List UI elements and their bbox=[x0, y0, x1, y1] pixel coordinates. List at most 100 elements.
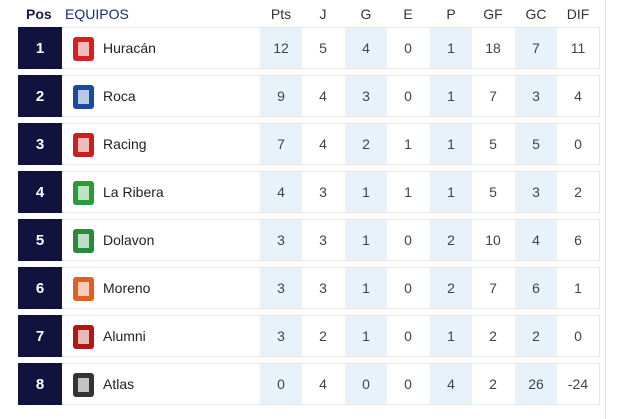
table-row[interactable]: 2 Roca 9 4 3 0 1 7 3 4 bbox=[18, 75, 600, 117]
stat-pts: 7 bbox=[260, 124, 302, 164]
stat-p: 2 bbox=[430, 268, 472, 308]
stat-dif: -24 bbox=[567, 376, 589, 392]
stat-gc: 7 bbox=[515, 28, 557, 68]
stat-p: 1 bbox=[430, 316, 472, 356]
moreno-logo bbox=[70, 276, 97, 302]
stat-p: 1 bbox=[430, 28, 472, 68]
position-badge: 6 bbox=[18, 267, 62, 309]
stat-j: 4 bbox=[319, 136, 327, 152]
position-badge: 1 bbox=[18, 27, 62, 69]
stat-gc: 3 bbox=[515, 172, 557, 212]
dolavon-logo bbox=[70, 228, 97, 254]
scrollbar-track[interactable] bbox=[605, 0, 606, 419]
col-header-j: J bbox=[319, 6, 327, 22]
la-ribera-logo bbox=[70, 180, 97, 206]
team-name[interactable]: Alumni bbox=[103, 328, 146, 344]
col-header-pts: Pts bbox=[270, 6, 292, 22]
atlas-logo bbox=[70, 372, 97, 398]
stat-pts: 12 bbox=[260, 28, 302, 68]
stat-dif: 6 bbox=[574, 232, 582, 248]
stat-pts: 3 bbox=[260, 268, 302, 308]
stat-e: 0 bbox=[404, 40, 412, 56]
position-badge: 5 bbox=[18, 219, 62, 261]
stat-j: 4 bbox=[319, 376, 327, 392]
position-badge: 4 bbox=[18, 171, 62, 213]
stat-g: 1 bbox=[345, 316, 387, 356]
stat-e: 0 bbox=[404, 328, 412, 344]
stat-gf: 2 bbox=[489, 328, 497, 344]
stat-e: 0 bbox=[404, 88, 412, 104]
stat-j: 3 bbox=[319, 232, 327, 248]
stat-gc: 2 bbox=[515, 316, 557, 356]
stat-e: 0 bbox=[404, 280, 412, 296]
stat-pts: 0 bbox=[260, 364, 302, 404]
col-header-dif: DIF bbox=[566, 6, 590, 22]
stat-dif: 1 bbox=[574, 280, 582, 296]
table-row[interactable]: 1 Huracán 12 5 4 0 1 18 7 11 bbox=[18, 27, 600, 69]
stat-dif: 11 bbox=[570, 40, 586, 56]
stat-gf: 7 bbox=[489, 280, 497, 296]
stat-pts: 3 bbox=[260, 220, 302, 260]
stat-j: 5 bbox=[319, 40, 327, 56]
stat-dif: 0 bbox=[574, 136, 582, 152]
stat-g: 3 bbox=[345, 76, 387, 116]
stat-gc: 4 bbox=[515, 220, 557, 260]
position-badge: 3 bbox=[18, 123, 62, 165]
stat-pts: 4 bbox=[260, 172, 302, 212]
racing-logo bbox=[70, 132, 97, 158]
stat-pts: 9 bbox=[260, 76, 302, 116]
stat-e: 1 bbox=[404, 136, 412, 152]
table-row[interactable]: 5 Dolavon 3 3 1 0 2 10 4 6 bbox=[18, 219, 600, 261]
stat-j: 3 bbox=[319, 280, 327, 296]
team-name[interactable]: La Ribera bbox=[103, 184, 164, 200]
stat-gf: 2 bbox=[489, 376, 497, 392]
stat-e: 1 bbox=[404, 184, 412, 200]
team-name[interactable]: Atlas bbox=[103, 376, 135, 392]
roca-logo bbox=[70, 84, 97, 110]
stat-g: 1 bbox=[345, 268, 387, 308]
stat-gc: 6 bbox=[515, 268, 557, 308]
table-header: Pos EQUIPOS Pts J G E P GF GC DIF bbox=[0, 0, 617, 27]
team-name[interactable]: Moreno bbox=[103, 280, 151, 296]
position-badge: 8 bbox=[18, 363, 62, 405]
stat-e: 0 bbox=[404, 376, 412, 392]
position-badge: 7 bbox=[18, 315, 62, 357]
stat-g: 2 bbox=[345, 124, 387, 164]
stat-p: 1 bbox=[430, 172, 472, 212]
stat-gc: 3 bbox=[515, 76, 557, 116]
stat-j: 4 bbox=[319, 88, 327, 104]
stat-g: 1 bbox=[345, 220, 387, 260]
stat-e: 0 bbox=[404, 232, 412, 248]
table-row[interactable]: 7 Alumni 3 2 1 0 1 2 2 0 bbox=[18, 315, 600, 357]
stat-g: 1 bbox=[345, 172, 387, 212]
stat-j: 3 bbox=[319, 184, 327, 200]
stat-g: 4 bbox=[345, 28, 387, 68]
table-row[interactable]: 4 La Ribera 4 3 1 1 1 5 3 2 bbox=[18, 171, 600, 213]
stat-gf: 7 bbox=[489, 88, 497, 104]
stat-gc: 26 bbox=[515, 364, 557, 404]
table-row[interactable]: 8 Atlas 0 4 0 0 4 2 26 -24 bbox=[18, 363, 600, 405]
stat-pts: 3 bbox=[260, 316, 302, 356]
team-name[interactable]: Huracán bbox=[103, 40, 156, 56]
team-header: EQUIPOS bbox=[65, 6, 129, 22]
table-row[interactable]: 6 Moreno 3 3 1 0 2 7 6 1 bbox=[18, 267, 600, 309]
team-name[interactable]: Racing bbox=[103, 136, 147, 152]
stat-dif: 4 bbox=[574, 88, 582, 104]
pos-header: Pos bbox=[26, 6, 52, 22]
col-header-gf: GF bbox=[483, 6, 503, 22]
stat-j: 2 bbox=[319, 328, 327, 344]
huracan-logo bbox=[70, 36, 97, 62]
stat-dif: 2 bbox=[574, 184, 582, 200]
stat-gf: 5 bbox=[489, 184, 497, 200]
stat-dif: 0 bbox=[574, 328, 582, 344]
stat-g: 0 bbox=[345, 364, 387, 404]
col-header-p: P bbox=[446, 6, 456, 22]
stat-gf: 5 bbox=[489, 136, 497, 152]
stat-gf: 10 bbox=[485, 232, 501, 248]
col-header-e: E bbox=[403, 6, 413, 22]
team-name[interactable]: Roca bbox=[103, 88, 136, 104]
stat-p: 4 bbox=[430, 364, 472, 404]
stat-gf: 18 bbox=[485, 40, 501, 56]
table-row[interactable]: 3 Racing 7 4 2 1 1 5 5 0 bbox=[18, 123, 600, 165]
team-name[interactable]: Dolavon bbox=[103, 232, 155, 248]
